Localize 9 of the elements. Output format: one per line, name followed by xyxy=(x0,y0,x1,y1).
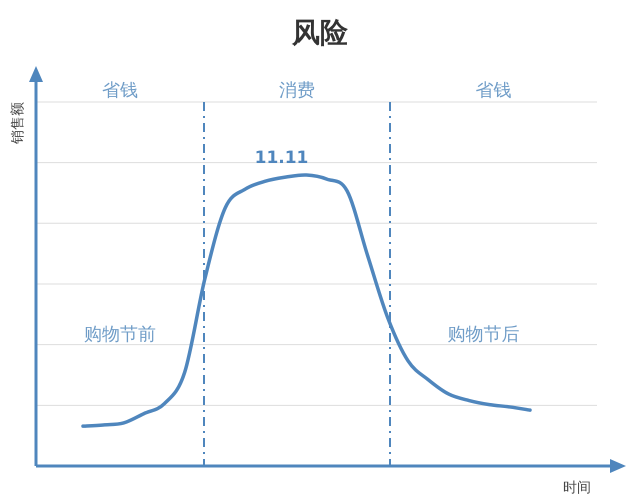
xlabel: 时间 xyxy=(563,480,591,496)
annotation: 省钱 xyxy=(102,80,138,101)
title: 风险 xyxy=(292,16,348,49)
annotation: 消费 xyxy=(279,80,315,101)
ylabel: 销售额 xyxy=(10,102,26,144)
annotation: 省钱 xyxy=(476,80,512,101)
annotation: 购物节后 xyxy=(448,324,520,345)
annotation: 11.11 xyxy=(254,148,308,168)
annotation: 购物节前 xyxy=(84,324,156,345)
